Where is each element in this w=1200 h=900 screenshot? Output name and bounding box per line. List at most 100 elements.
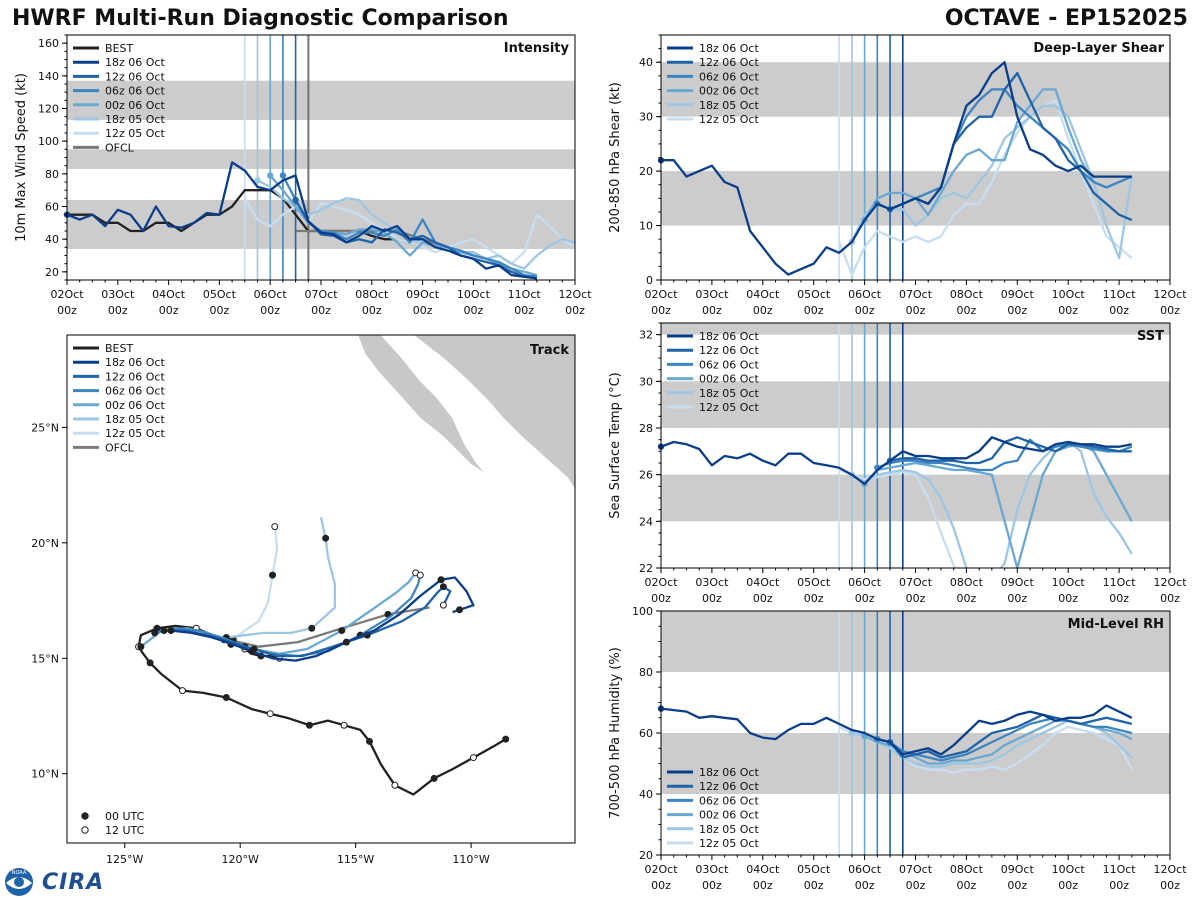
track-point-18z-06-oct-4 [248,647,256,655]
legend-label-intensity-4: 00z 06 Oct [105,99,165,112]
legend-label-intensity-5: 18z 05 Oct [105,113,165,126]
frame-track [66,334,576,844]
land-mainland [412,335,575,490]
legend-label-rh-0: 18z 06 Oct [699,766,759,779]
ytick-label-rh-0: 20 [639,849,653,862]
legend-label-sst-2: 06z 06 Oct [699,358,759,371]
track-point-best-12 [305,721,313,729]
xtick-sublabel-shear-2: 00z [753,304,773,317]
xtick-sublabel-sst-1: 00z [702,592,722,605]
xtick-label-track-0: 125°W [106,853,143,866]
series-shear-18z-06-oct [661,61,1132,276]
xtick-sublabel-shear-4: 00z [855,304,875,317]
xtick-label-shear-8: 10Oct [1052,288,1086,301]
ylabel-intensity: 10m Max Wind Speed (kt) [14,73,29,242]
panel-title-track: Track [530,343,569,358]
track-point-06z-06-oct-0 [151,629,159,637]
xtick-sublabel-intensity-5: 00z [311,304,331,317]
legend-label-track-7: OFCL [105,441,135,454]
xtick-label-intensity-8: 10Oct [457,288,491,301]
xtick-sublabel-rh-8: 00z [1058,879,1078,892]
xtick-label-sst-5: 07Oct [899,576,933,589]
xtick-sublabel-shear-3: 00z [804,304,824,317]
ytick-label-track-3: 25°N [31,421,59,434]
xtick-sublabel-rh-7: 00z [1007,879,1027,892]
xtick-label-track-1: 120°W [221,853,258,866]
ytick-label-track-2: 20°N [31,537,59,550]
band-intensity-2 [67,80,575,120]
xtick-sublabel-shear-5: 00z [906,304,926,317]
xtick-label-sst-8: 10Oct [1052,576,1086,589]
ytick-label-shear-0: 0 [646,274,653,287]
band-sst-2 [661,323,1170,335]
xtick-label-shear-0: 02Oct [644,288,678,301]
xtick-sublabel-sst-8: 00z [1058,592,1078,605]
track-point-18z-06-oct-12 [437,576,445,584]
xtick-label-shear-2: 04Oct [746,288,780,301]
ytick-label-intensity-1: 40 [45,233,59,246]
xtick-sublabel-rh-3: 00z [804,879,824,892]
track-point-12z-05-oct-4 [269,571,277,579]
track-point-18z-05-oct-8 [322,534,330,542]
track-12z-06-oct [164,585,452,658]
track-point-best-2 [469,754,477,762]
xtick-label-sst-9: 11Oct [1103,576,1137,589]
xtick-label-intensity-7: 09Oct [406,288,440,301]
xtick-label-intensity-1: 03Oct [101,288,135,301]
track-point-18z-06-oct-0 [167,627,175,635]
legend-label-sst-5: 12z 05 Oct [699,401,759,414]
xtick-label-rh-9: 11Oct [1103,863,1137,876]
track-point-12z-05-oct-6 [271,523,279,531]
panel-title-intensity: Intensity [504,41,570,56]
xtick-label-rh-3: 05Oct [797,863,831,876]
xtick-sublabel-rh-5: 00z [906,879,926,892]
init-point-intensity-4 [267,172,274,179]
band-intensity-1 [67,149,575,169]
ytick-label-sst-3: 28 [639,422,653,435]
init-point-intensity-6 [292,196,299,204]
legend-label-shear-3: 00z 06 Oct [699,85,759,98]
xtick-label-intensity-0: 02Oct [50,288,84,301]
ytick-label-shear-3: 30 [639,111,653,124]
xtick-sublabel-intensity-10: 00z [565,304,585,317]
xtick-label-intensity-9: 11Oct [508,288,542,301]
xtick-label-sst-0: 02Oct [644,576,678,589]
band-intensity-0 [67,199,575,249]
ytick-label-sst-4: 30 [639,375,653,388]
track-point-06z-06-oct-12 [416,571,424,579]
xtick-label-shear-1: 03Oct [695,288,729,301]
xtick-label-intensity-4: 06Oct [254,288,288,301]
xtick-sublabel-sst-6: 00z [957,592,977,605]
xtick-label-sst-1: 03Oct [695,576,729,589]
ytick-label-rh-2: 60 [639,727,653,740]
xtick-sublabel-sst-3: 00z [804,592,824,605]
series-intensity-18z-05-oct [256,179,575,270]
ytick-label-intensity-4: 100 [38,135,59,148]
series-sst-12z-06-oct [889,436,1132,465]
legend-label-rh-2: 06z 06 Oct [699,794,759,807]
xtick-label-track-2: 115°W [337,853,374,866]
xtick-sublabel-shear-0: 00z [651,304,671,317]
track-point-12z-06-oct-14 [439,601,447,609]
xtick-label-intensity-10: 12Oct [558,288,592,301]
xtick-sublabel-intensity-4: 00z [260,304,280,317]
ytick-label-intensity-3: 80 [45,168,59,181]
panel-rh [656,610,1171,860]
xtick-label-intensity-5: 07Oct [304,288,338,301]
legend-label-rh-4: 18z 05 Oct [699,823,759,836]
xtick-label-rh-10: 12Oct [1153,863,1187,876]
init-point-intensity-3 [254,177,261,184]
xtick-sublabel-intensity-9: 00z [514,304,534,317]
xtick-label-rh-5: 07Oct [899,863,933,876]
marker-legend-swatch-1 [81,826,89,834]
ytick-label-rh-3: 80 [639,666,653,679]
track-point-best-6 [391,781,399,789]
panel-sst [656,322,1171,573]
xtick-sublabel-intensity-6: 00z [362,304,382,317]
track-point-best-14 [266,710,274,718]
xtick-sublabel-rh-10: 00z [1160,879,1180,892]
xtick-sublabel-shear-1: 00z [702,304,722,317]
legend-label-track-4: 00z 06 Oct [105,399,165,412]
xtick-sublabel-intensity-2: 00z [159,304,179,317]
